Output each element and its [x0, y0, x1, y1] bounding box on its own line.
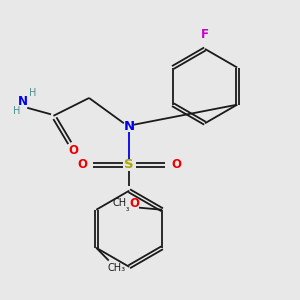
- Text: N: N: [124, 120, 135, 133]
- Text: O: O: [69, 144, 79, 158]
- Text: N: N: [18, 95, 28, 108]
- Text: CH₃: CH₃: [107, 263, 125, 273]
- Text: CH: CH: [113, 198, 127, 208]
- Text: S: S: [124, 158, 134, 171]
- Text: ₃: ₃: [125, 204, 129, 213]
- Text: O: O: [77, 158, 87, 171]
- Text: H: H: [13, 106, 20, 116]
- Text: F: F: [201, 28, 209, 40]
- Text: H: H: [29, 88, 36, 98]
- Text: O: O: [130, 197, 140, 210]
- Text: O: O: [171, 158, 181, 171]
